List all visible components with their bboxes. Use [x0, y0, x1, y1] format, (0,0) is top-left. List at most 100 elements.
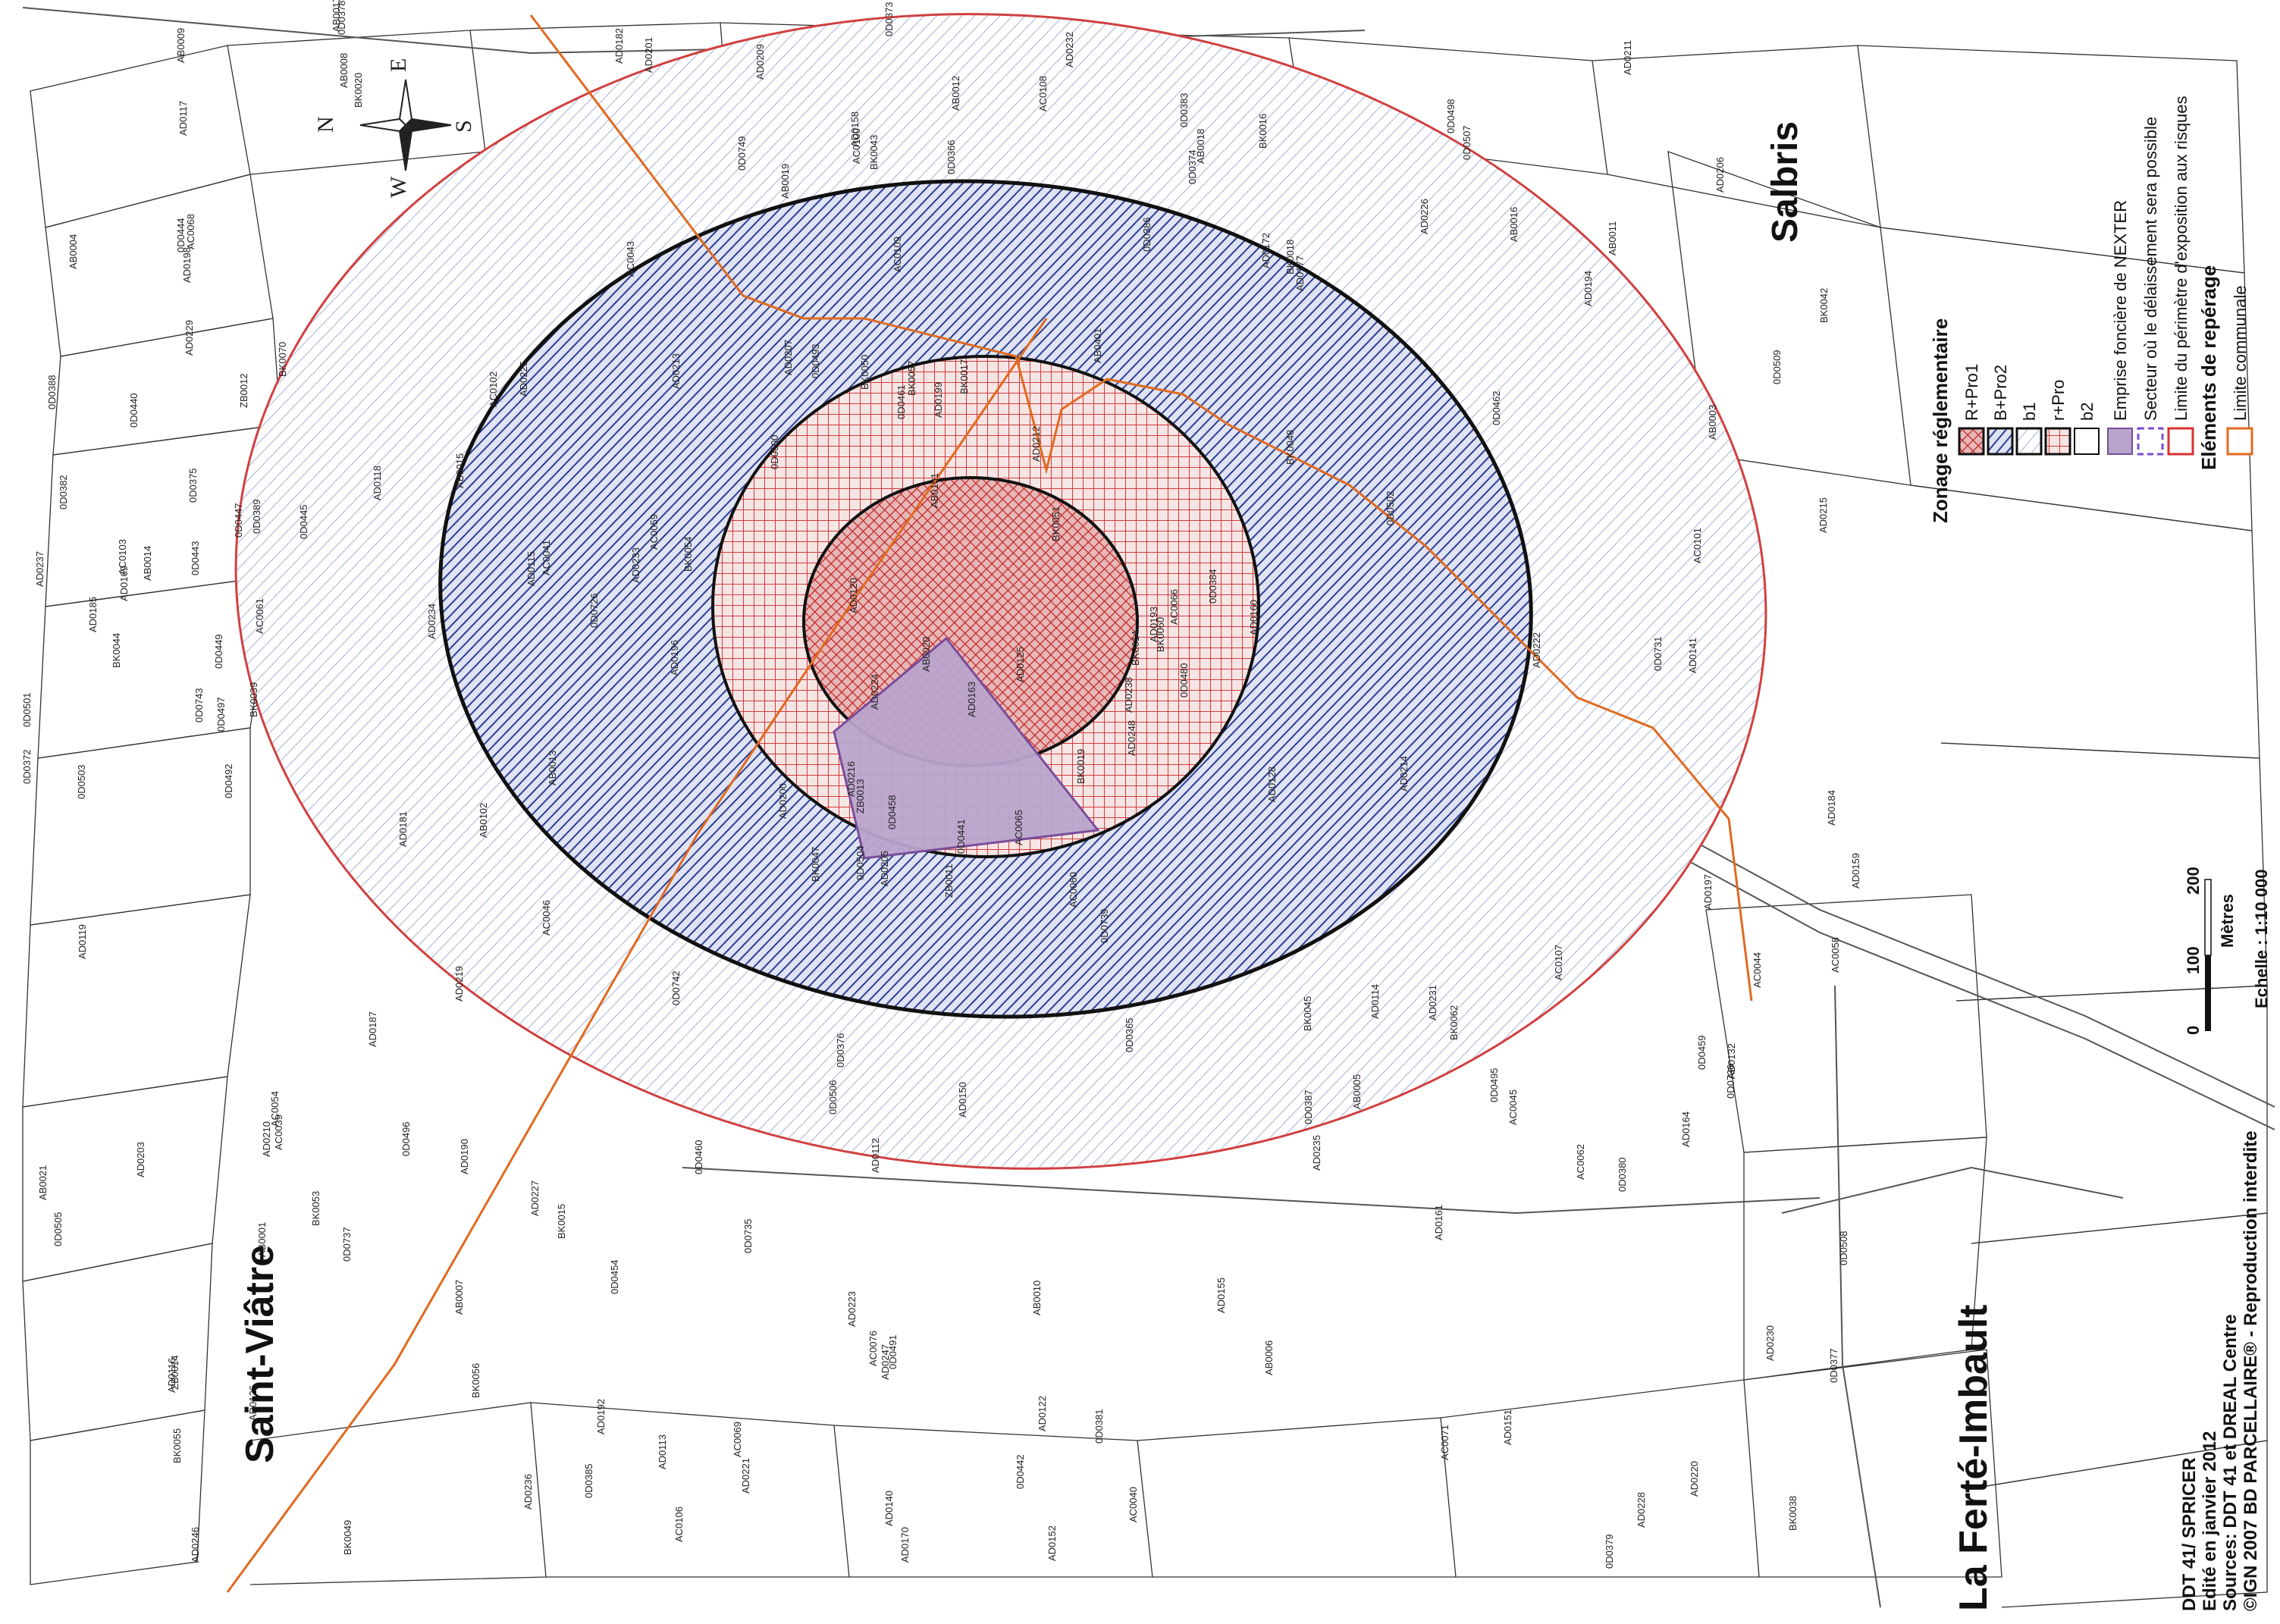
parcel-label: BK0056: [470, 1363, 481, 1398]
compass-rose: N E S W: [313, 58, 476, 198]
parcel-label: AD0126: [247, 1385, 259, 1421]
parcel-label: AD0247: [880, 1344, 891, 1380]
legend-label-r-pro1: R+Pro1: [1962, 364, 1981, 421]
parcel-label: 0D0497: [215, 697, 227, 732]
parcel-label: 0D0384: [1207, 569, 1218, 604]
parcel-label: AD0192: [595, 1399, 607, 1434]
parcel-label: AD0163: [966, 682, 977, 717]
parcel-label: 0D0460: [693, 1140, 704, 1174]
parcel-label: AC0061: [254, 598, 265, 634]
parcel-label: BK0015: [556, 1204, 567, 1239]
parcel-label: AB0019: [779, 164, 791, 199]
parcel-label: AD0225: [518, 361, 529, 397]
parcel-label: AD0125: [1015, 647, 1026, 682]
parcel-label: AD0222: [1531, 632, 1542, 668]
parcel-label: ZB0013: [855, 779, 866, 814]
parcel-label: 0D0373: [883, 2, 895, 36]
parcel-label: BK0050: [859, 355, 870, 390]
parcel-label: AC0109: [892, 237, 903, 272]
communal-boundary: [226, 14, 1753, 1593]
parcel-label: BK0048: [1284, 430, 1296, 465]
legend-label-nexter: Emprise foncière de NEXTER: [2111, 200, 2130, 421]
legend-label-perimetre: Limite du périmètre d'exposition aux ris…: [2172, 96, 2191, 421]
parcel-label: ZB0012: [238, 373, 249, 408]
parcel-label: BK0044: [111, 633, 122, 668]
parcel-label: 0D0749: [736, 136, 748, 171]
parcel-label: AD0161: [1433, 1205, 1444, 1240]
parcel-label: AD0194: [1582, 271, 1594, 306]
parcel-label: AB0010: [1031, 1281, 1043, 1315]
parcel-label: AD0155: [1215, 1278, 1227, 1313]
parcel-label: 0D0379: [1604, 1534, 1615, 1569]
legend-swatch-b2: [2074, 428, 2100, 455]
place-la-ferte-imbault: La Ferté-Imbault: [1952, 1305, 1996, 1612]
parcel-label: AB0011: [1607, 221, 1618, 256]
parcel-label: AD0118: [372, 466, 383, 500]
parcel-label: 0D0505: [52, 1212, 64, 1246]
legend-swatch-delaissement: [2137, 427, 2164, 456]
parcel-label: AC0100: [851, 128, 862, 164]
legend-label-b-pro2: B+Pro2: [1991, 365, 2010, 421]
legend-swatch-b1: [2015, 427, 2043, 456]
parcel-label: 0D0462: [1491, 390, 1502, 425]
parcel-label: 0D0365: [1124, 1017, 1135, 1052]
parcel-label: AD0117: [177, 101, 189, 136]
parcel-label: 0D0501: [21, 692, 33, 727]
parcel-label: 0D0366: [946, 140, 957, 174]
parcel-label: 0D0377: [1828, 1348, 1839, 1383]
parcel-label: AC0103: [117, 539, 128, 575]
parcel-label: 0D0454: [609, 1259, 620, 1294]
parcel-label: AC0069: [732, 1422, 743, 1457]
parcel-label: AC0046: [541, 900, 552, 936]
parcel-label: AB0013: [547, 751, 558, 785]
parcel-label: 0D0496: [400, 1121, 412, 1156]
parcel-label: AD0197: [1702, 874, 1714, 910]
legend-swatch-limite-communale: [2226, 427, 2253, 456]
parcel-label: 0D0387: [1303, 1089, 1314, 1124]
parcel-label: AB0102: [478, 803, 489, 838]
parcel-label: AD0246: [190, 1527, 201, 1563]
scale-tick-0: 0: [2184, 1026, 2203, 1035]
legend-swatch-r-pro: [2044, 427, 2071, 456]
parcel-label: 0D0443: [190, 541, 201, 575]
parcel-label: AD0141: [1687, 638, 1698, 673]
parcel-label: AC0043: [625, 241, 636, 277]
legend-texts: Zonage réglementaire R+Pro1 B+Pro2 b1 r+…: [1929, 96, 2250, 523]
legend-heading: Zonage réglementaire: [1929, 318, 1952, 523]
parcel-label: BK0070: [277, 342, 288, 377]
credit-line-4: ©IGN 2007 BD PARCELLAIRE® - Reproduction…: [2241, 1130, 2261, 1611]
parcel-label: AD0122: [1037, 1396, 1048, 1431]
parcel-label: BK0062: [1448, 1005, 1460, 1040]
parcel-label: AD0203: [135, 1142, 146, 1177]
parcel-label: AB0020: [920, 637, 932, 672]
parcel-label: 0D0743: [193, 688, 205, 723]
parcel-label: AC0066: [1168, 589, 1180, 625]
parcel-label: 0D0386: [1141, 217, 1153, 252]
credit-line-3: Sources: DDT 41 et DREAL Centre: [2220, 1314, 2241, 1611]
parcel-label: AD0233: [630, 547, 641, 583]
parcel-label: 0D0381: [1093, 1409, 1105, 1444]
parcel-label: 0D0502: [1385, 491, 1396, 525]
parcel-label: 0D0385: [583, 1463, 594, 1498]
parcel-label: 0D0372: [21, 749, 33, 784]
parcel-label: AD0229: [183, 320, 195, 356]
parcel-label: AD0236: [522, 1474, 534, 1510]
parcel-label: ZB0011: [943, 864, 955, 898]
parcel-label: AD0198: [181, 247, 193, 283]
parcel-label: AB0001: [256, 1222, 268, 1257]
parcel-label: AD0185: [87, 597, 99, 632]
compass-s: S: [451, 120, 476, 133]
credit-line-2: Edité en janvier 2012: [2200, 1431, 2220, 1611]
parcel-label: 0D0493: [810, 343, 821, 378]
parcel-label: BK0054: [682, 537, 694, 572]
parcel-label: 0D0726: [588, 593, 600, 628]
parcel-label: 0D0461: [895, 384, 907, 419]
parcel-label: 0D0731: [1652, 636, 1664, 671]
parcel-label: AD0213: [670, 353, 682, 389]
parcel-label: BK0057: [906, 361, 917, 396]
legend-swatch-nexter: [2107, 428, 2133, 455]
place-saint-viatre: Saint-Viâtre: [238, 1245, 282, 1463]
legend-swatch-r-pro1: [1958, 427, 1985, 456]
parcel-label: AD0228: [1636, 1492, 1647, 1528]
parcel-label: AD0231: [1427, 985, 1438, 1020]
